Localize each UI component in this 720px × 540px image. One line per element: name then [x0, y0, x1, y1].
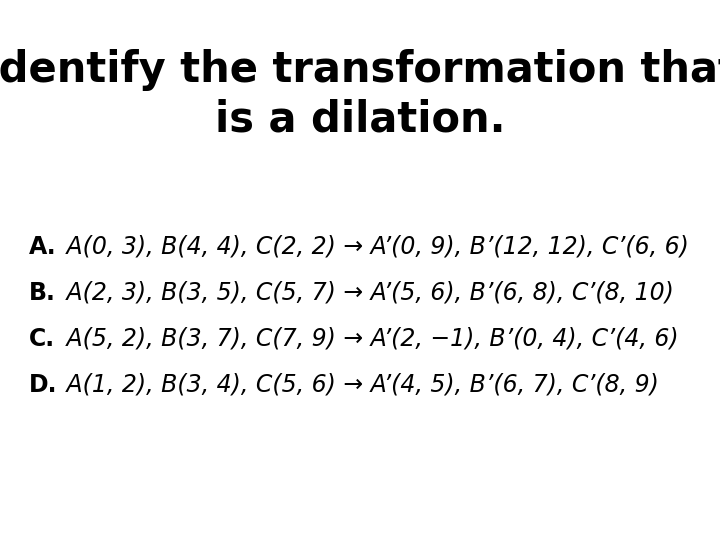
- Text: D.: D.: [29, 373, 58, 396]
- Text: A.: A.: [29, 235, 56, 259]
- Text: B.: B.: [29, 281, 55, 305]
- Text: A(5, 2), B(3, 7), C(7, 9) → A’(2, −1), B’(0, 4), C’(4, 6): A(5, 2), B(3, 7), C(7, 9) → A’(2, −1), B…: [59, 327, 679, 350]
- Text: A(1, 2), B(3, 4), C(5, 6) → A’(4, 5), B’(6, 7), C’(8, 9): A(1, 2), B(3, 4), C(5, 6) → A’(4, 5), B’…: [59, 373, 659, 396]
- Text: C.: C.: [29, 327, 55, 350]
- Text: A(2, 3), B(3, 5), C(5, 7) → A’(5, 6), B’(6, 8), C’(8, 10): A(2, 3), B(3, 5), C(5, 7) → A’(5, 6), B’…: [59, 281, 674, 305]
- Text: A(0, 3), B(4, 4), C(2, 2) → A’(0, 9), B’(12, 12), C’(6, 6): A(0, 3), B(4, 4), C(2, 2) → A’(0, 9), B’…: [59, 235, 689, 259]
- Text: Identify the transformation that
is a dilation.: Identify the transformation that is a di…: [0, 49, 720, 141]
